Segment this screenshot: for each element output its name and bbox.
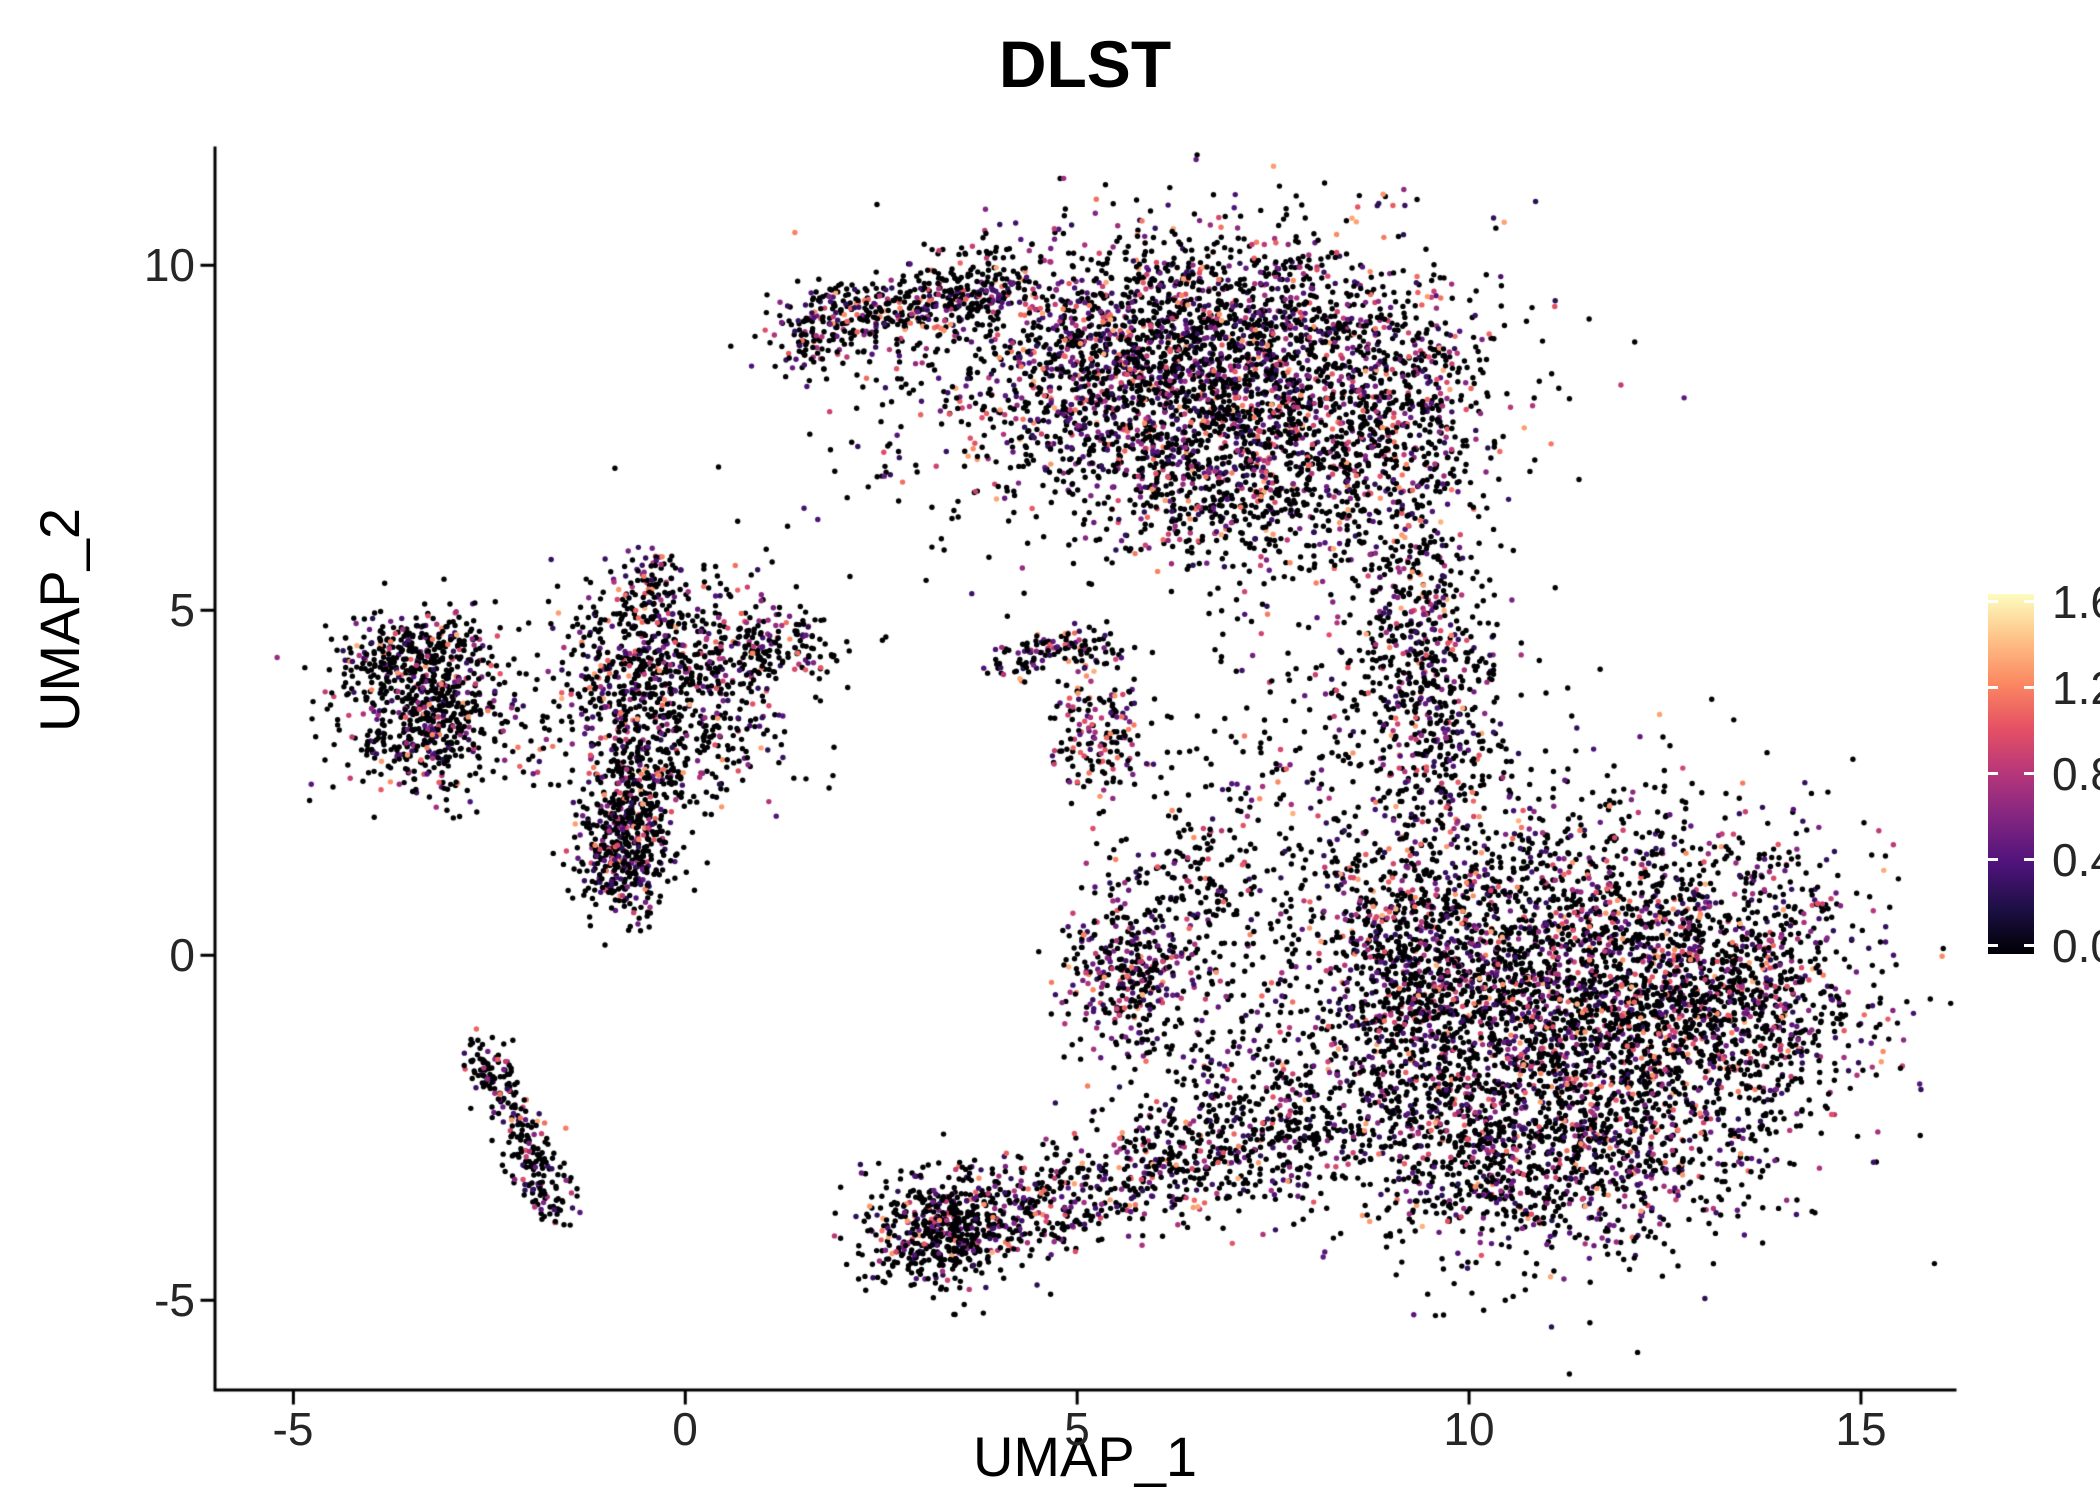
x-tick-label: 5 bbox=[1064, 1403, 1090, 1455]
colorbar-tick-label: 0.0 bbox=[2052, 920, 2100, 972]
colorbar-tick-mark bbox=[2024, 944, 2034, 947]
colorbar-tick-label: 1.2 bbox=[2052, 662, 2100, 714]
colorbar-tick-label: 1.6 bbox=[2052, 576, 2100, 628]
y-tick-label: 10 bbox=[143, 239, 195, 291]
colorbar-tick-mark bbox=[1988, 686, 1998, 689]
plot-title: DLST bbox=[998, 27, 1172, 101]
x-tick-label: 15 bbox=[1835, 1403, 1887, 1455]
x-axis-label: UMAP_1 bbox=[972, 1425, 1198, 1488]
y-tick-label: 0 bbox=[169, 929, 195, 981]
y-tick-label: -5 bbox=[154, 1274, 195, 1326]
colorbar-tick-mark bbox=[2024, 858, 2034, 861]
colorbar-tick-mark bbox=[1988, 600, 1998, 603]
colorbar-tick-mark bbox=[2024, 600, 2034, 603]
colorbar-tick-mark bbox=[1988, 858, 1998, 861]
colorbar-tick-mark bbox=[2024, 686, 2034, 689]
colorbar-tick-mark bbox=[2024, 772, 2034, 775]
x-tick-label: 0 bbox=[672, 1403, 698, 1455]
colorbar-tick-label: 0.4 bbox=[2052, 834, 2100, 886]
x-tick-label: -5 bbox=[272, 1403, 314, 1455]
x-tick-label: 10 bbox=[1443, 1403, 1495, 1455]
colorbar-tick-label: 0.8 bbox=[2052, 748, 2100, 800]
colorbar-tick-mark bbox=[1988, 772, 1998, 775]
colorbar-tick-mark bbox=[1988, 944, 1998, 947]
y-tick-label: 5 bbox=[169, 584, 195, 636]
